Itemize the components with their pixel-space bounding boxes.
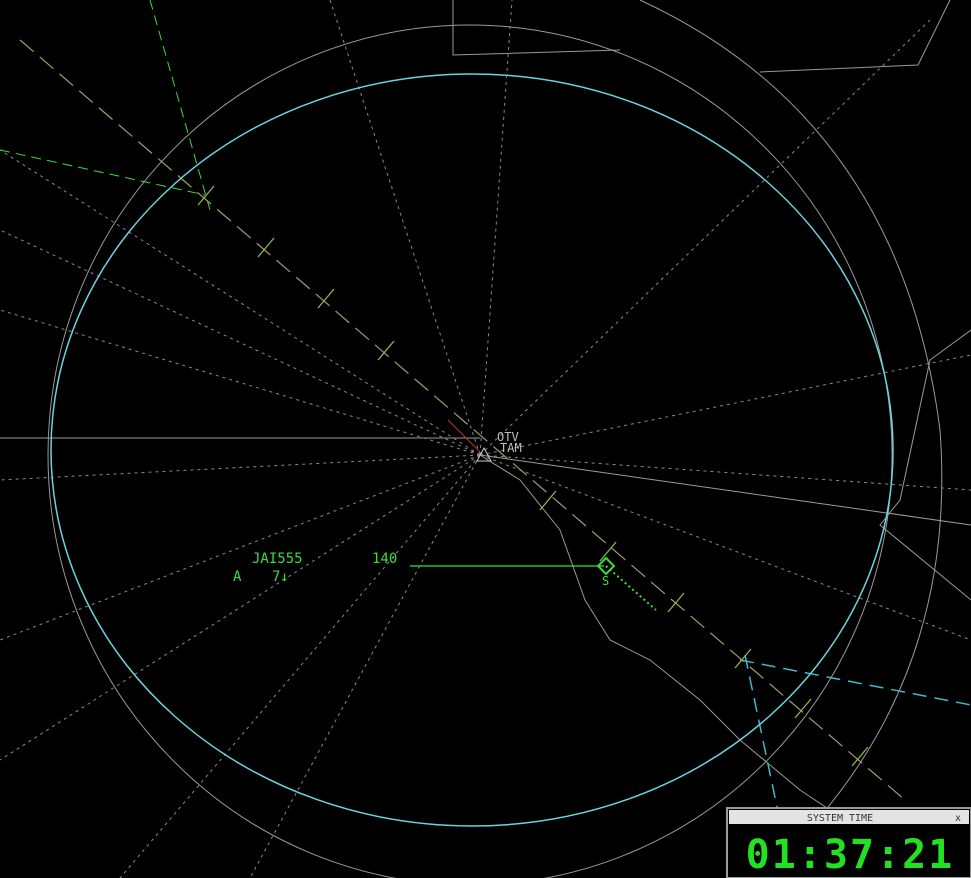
page: {"labels":{"fix_1":"OTV","fix_2":"TAM"},… <box>0 0 971 878</box>
fix-label: TAM <box>500 441 522 455</box>
data-block: 7↓ <box>272 569 289 585</box>
track-symbol: S <box>602 574 609 588</box>
close-button[interactable]: x <box>955 813 961 824</box>
window-title: SYSTEM TIME <box>807 813 873 824</box>
callsign: JAI555 <box>252 551 303 567</box>
data-block: A <box>233 569 242 585</box>
radar-scope: OTV TAM JAI555 140 A 7↓ S SYSTEM TIME x … <box>0 0 971 878</box>
system-time-window[interactable]: SYSTEM TIME x 01:37:21 <box>727 808 971 878</box>
clock: 01:37:21 <box>746 832 955 878</box>
altitude: 140 <box>372 551 397 567</box>
